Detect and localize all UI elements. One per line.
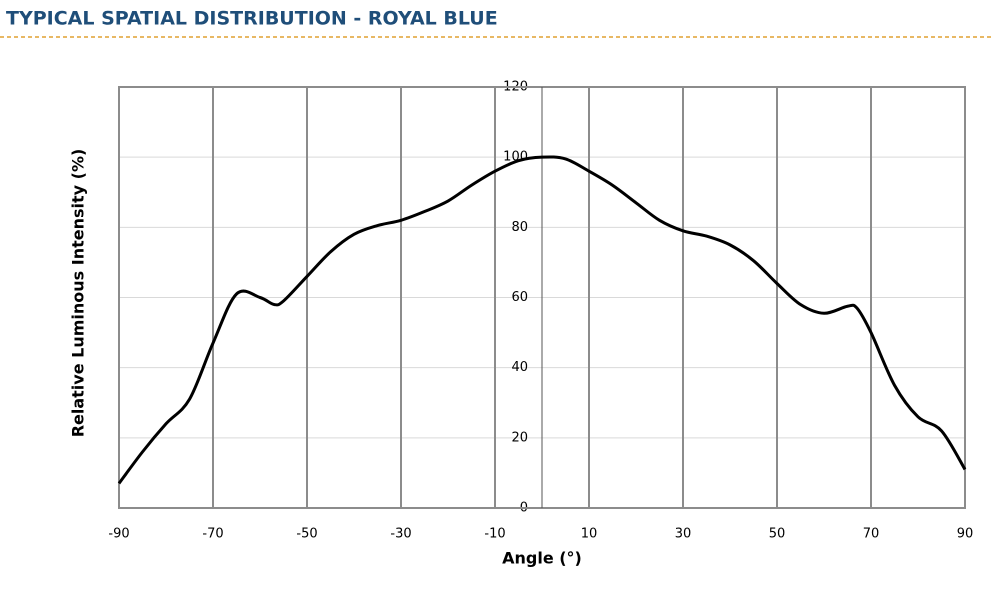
y-tick-label: 20 bbox=[511, 430, 528, 445]
x-tick-label: 90 bbox=[957, 527, 974, 542]
x-tick-label: 50 bbox=[769, 527, 786, 542]
x-tick-label: -90 bbox=[108, 527, 129, 542]
x-tick-label: 10 bbox=[581, 527, 598, 542]
data-line bbox=[117, 155, 967, 485]
x-axis-label: Angle (°) bbox=[502, 549, 582, 568]
x-tick-label: 70 bbox=[863, 527, 880, 542]
x-tick-label: -30 bbox=[390, 527, 411, 542]
page-title: TYPICAL SPATIAL DISTRIBUTION - ROYAL BLU… bbox=[6, 8, 498, 30]
y-tick-label: 40 bbox=[511, 360, 528, 375]
x-tick-label: -70 bbox=[202, 527, 223, 542]
x-tick-label: 30 bbox=[675, 527, 692, 542]
y-tick-label: 80 bbox=[511, 220, 528, 235]
x-tick-label: -10 bbox=[484, 527, 505, 542]
y-tick-label: 60 bbox=[511, 290, 528, 305]
y-axis-label: Relative Luminous Intensity (%) bbox=[69, 149, 88, 438]
x-tick-label: -50 bbox=[296, 527, 317, 542]
